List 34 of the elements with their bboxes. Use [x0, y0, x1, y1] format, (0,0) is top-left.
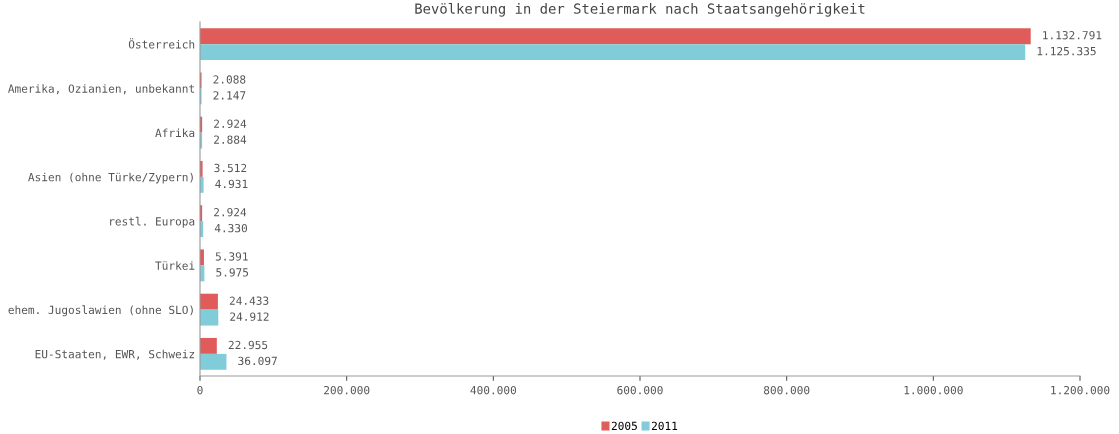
x-tick-label: 1.200.000 — [1051, 385, 1110, 395]
data-label: 36.097 — [238, 356, 277, 366]
data-label: 24.433 — [229, 296, 269, 305]
data-label: 2.884 — [214, 135, 247, 144]
chart-title: Bevölkerung in der Steiermark nach Staatsangehörigkeit — [415, 3, 865, 17]
y-tick-label: restl. Europa — [110, 216, 195, 228]
x-tick-label: 600.000 — [617, 385, 663, 395]
y-tick-label: Österreich — [128, 38, 195, 49]
data-label: 24.912 — [230, 312, 269, 321]
data-label: 2.924 — [214, 208, 247, 217]
data-label: 5.975 — [216, 268, 249, 277]
legend-label: 2011 — [651, 421, 678, 431]
y-tick-label: ehem. Jugoslawien (ohne SLO) — [8, 305, 193, 317]
y-tick-label: Afrika — [155, 128, 195, 138]
data-label: 4.330 — [214, 223, 248, 233]
x-tick-label: 1.000.000 — [904, 385, 963, 395]
y-tick-label: Amerika, Ozianien, unbekannt — [8, 84, 195, 95]
y-tick-label: EU-Staaten, EWR, Schweiz — [35, 349, 195, 360]
data-label: 1.125.335 — [1037, 46, 1096, 56]
data-label: 1.132.791 — [1043, 31, 1102, 40]
data-label: 2.147 — [213, 91, 246, 100]
data-label: 3.512 — [214, 163, 247, 173]
data-label: 22.955 — [228, 340, 268, 350]
data-label: 2.088 — [213, 75, 246, 84]
legend-label: 2005 — [611, 421, 637, 431]
data-label: 5.391 — [215, 252, 248, 261]
y-tick-label: Türkei — [155, 261, 195, 270]
x-tick-label: 200.000 — [324, 385, 370, 395]
data-label: 4.931 — [215, 179, 248, 189]
data-label: 2.924 — [214, 119, 247, 128]
x-tick-label: 0 — [197, 385, 203, 395]
x-tick-label: 400.000 — [470, 385, 517, 395]
x-tick-label: 800.000 — [763, 385, 810, 395]
y-tick-label: Asien (ohne Türke/Zypern) — [28, 172, 193, 184]
